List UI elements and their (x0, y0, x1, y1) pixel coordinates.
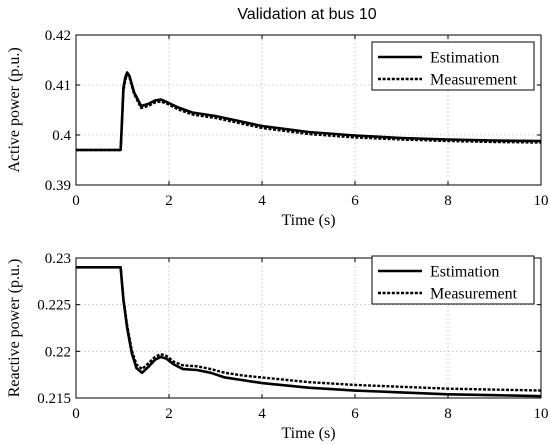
legend-label-measurement: Measurement (430, 72, 518, 89)
y-axis-label: Reactive power (p.u.) (6, 259, 23, 398)
y-tick-label: 0.4 (52, 128, 71, 144)
x-tick-label: 0 (72, 193, 80, 209)
legend-label-measurement: Measurement (430, 286, 518, 303)
x-tick-label: 6 (351, 406, 359, 422)
x-tick-label: 0 (72, 406, 80, 422)
y-tick-label: 0.225 (37, 298, 71, 314)
series-line-measurement (76, 266, 542, 392)
legend: Estimation Measurement (371, 41, 535, 91)
x-tick-label: 2 (165, 406, 173, 422)
legend: Estimation Measurement (371, 255, 535, 305)
y-axis-label: Active power (p.u.) (6, 47, 23, 172)
y-tick-label: 0.23 (45, 251, 71, 267)
x-tick-label: 6 (351, 193, 359, 209)
x-tick-label: 4 (258, 406, 266, 422)
x-tick-label: 8 (444, 406, 452, 422)
x-axis-label: Time (s) (281, 425, 335, 442)
x-tick-label: 4 (258, 193, 266, 209)
legend-label-estimation: Estimation (430, 264, 499, 281)
legend-label-estimation: Estimation (430, 50, 499, 67)
reactive-power-panel: 0 2 4 6 8 10 0.215 0.22 0.225 0.23 Time (s) Reactiv… (6, 251, 549, 442)
y-tick-label: 0.42 (45, 28, 71, 44)
x-tick-label: 10 (534, 193, 549, 209)
y-tick-label: 0.41 (45, 78, 71, 94)
x-tick-label: 2 (165, 193, 173, 209)
y-tick-label: 0.39 (45, 178, 71, 194)
legend-box (371, 255, 535, 305)
y-tick-label: 0.22 (45, 344, 71, 360)
axes-box (75, 257, 542, 399)
axes-box (75, 34, 542, 186)
x-axis-label: Time (s) (281, 212, 335, 229)
active-power-panel: 0 2 4 6 8 10 0.39 0.4 0.41 0.42 Time (s) Active pow… (6, 28, 549, 229)
x-tick-label: 10 (534, 406, 549, 422)
legend-box (371, 41, 535, 91)
series-line-measurement (76, 73, 542, 152)
y-tick-label: 0.215 (37, 391, 71, 407)
x-tick-label: 8 (444, 193, 452, 209)
chart-title: Validation at bus 10 (237, 6, 376, 23)
